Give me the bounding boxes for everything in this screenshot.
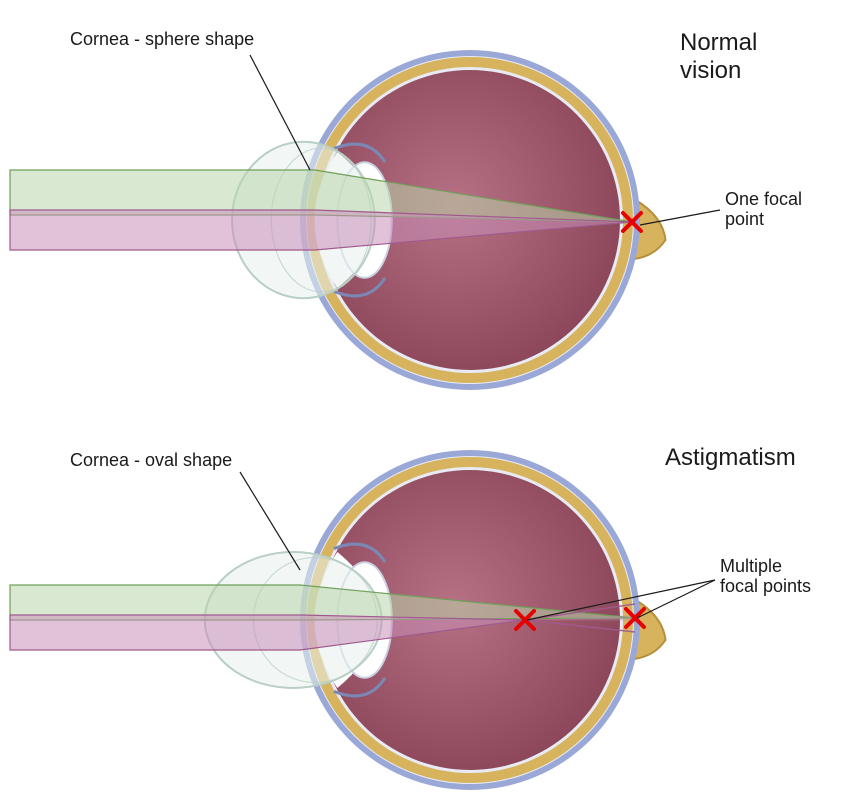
normal-focal-label: One focalpoint: [725, 189, 802, 229]
astigmatism-cornea-label: Cornea - oval shape: [70, 450, 232, 470]
normal-title: Normalvision: [680, 29, 757, 84]
normal-cornea-label: Cornea - sphere shape: [70, 29, 254, 49]
astigmatism-focal-leader-0: [637, 580, 715, 618]
astigmatism-focal-label: Multiplefocal points: [720, 556, 811, 596]
astigmatism-title: Astigmatism: [665, 444, 796, 471]
